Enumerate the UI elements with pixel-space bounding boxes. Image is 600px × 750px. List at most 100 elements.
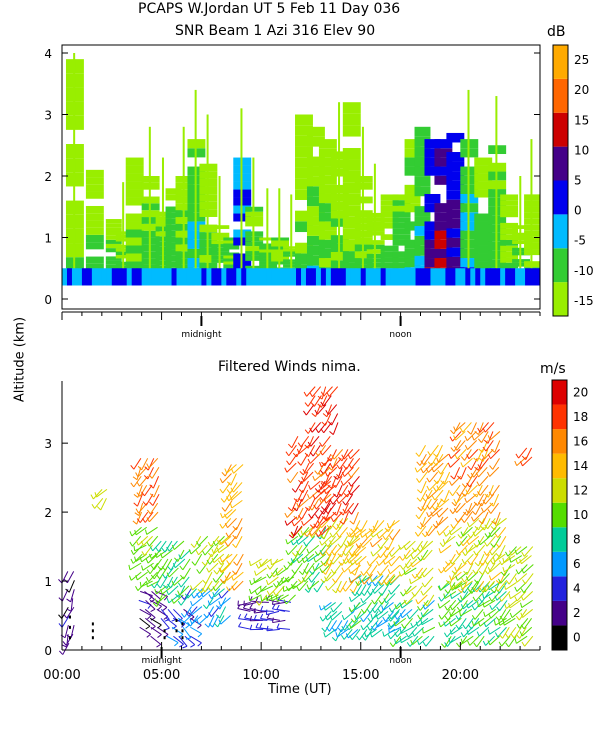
wind-barb-shaft xyxy=(220,535,232,545)
wind-barb-flag xyxy=(495,616,500,621)
snr-cell xyxy=(223,240,240,244)
wind-barb-shaft xyxy=(386,575,396,586)
snr-streak xyxy=(530,139,533,286)
wind-barb-flag xyxy=(149,484,154,489)
wind-barb-flag xyxy=(321,461,326,467)
wind-barb-shaft xyxy=(260,585,274,592)
wind-barb-shaft xyxy=(147,580,160,588)
wind-barb-flag xyxy=(388,551,392,557)
wind-barb-shaft xyxy=(318,422,327,433)
snr-surface-cell xyxy=(146,268,153,286)
wind-barb-shaft xyxy=(194,553,203,566)
wind-barb-flag xyxy=(342,559,346,564)
wind-barb-flag xyxy=(488,532,492,538)
snr-streak xyxy=(194,89,197,286)
snr-plot-frame xyxy=(61,44,541,310)
snr-cell xyxy=(474,165,493,174)
wind-barb-flag xyxy=(133,545,136,551)
wind-barb-shaft xyxy=(331,413,339,426)
wind-barb-flag xyxy=(354,560,358,566)
wind-barb-flag xyxy=(325,551,330,556)
wind-barb-shaft xyxy=(390,608,401,620)
wind-barb-flag xyxy=(489,502,494,507)
snr-cell xyxy=(446,132,465,143)
snr-cell xyxy=(404,203,421,213)
wind-barb-flag xyxy=(471,605,476,611)
snr-cell xyxy=(380,200,399,206)
wind-barb-flag xyxy=(297,461,302,466)
wind-barb-shaft xyxy=(468,535,480,546)
wind-barb-flag xyxy=(388,607,393,613)
wind-barb-flag xyxy=(332,589,337,594)
wind-barb-flag xyxy=(320,469,324,475)
wind-barb-shaft xyxy=(429,498,438,510)
wind-barb-shaft xyxy=(323,386,333,397)
wind-barb-shaft xyxy=(353,511,359,525)
wind-barb-shaft xyxy=(363,584,372,596)
snr-surface-cell xyxy=(141,268,148,286)
snr-cell xyxy=(424,148,441,158)
wind-barb-shaft xyxy=(222,482,231,494)
wind-barb-shaft xyxy=(334,571,344,584)
snr-cell xyxy=(446,199,465,210)
snr-cell xyxy=(404,166,421,176)
wind-barb-flag xyxy=(442,567,446,573)
wind-barb-flag xyxy=(475,472,480,478)
wind-barb-shaft xyxy=(70,598,74,612)
wind-barb-flag xyxy=(200,592,204,598)
snr-cell xyxy=(474,173,493,182)
snr-cell xyxy=(318,193,337,204)
snr-cell xyxy=(446,228,465,238)
wind-barb-flag xyxy=(207,586,212,592)
wind-barb-shaft xyxy=(405,549,417,560)
wind-barb-flag xyxy=(420,460,425,465)
wind-barb-shaft xyxy=(349,537,361,547)
wind-barb-flag xyxy=(213,622,219,628)
snr-surface-cell xyxy=(430,268,436,286)
wind-barb-flag xyxy=(438,568,442,574)
snr-cell xyxy=(85,205,104,214)
wind-barb-shaft xyxy=(230,473,237,486)
wind-barb-flag xyxy=(167,583,171,589)
wind-barb-shaft xyxy=(485,440,494,452)
wind-barb-shaft xyxy=(363,573,373,585)
wind-barb-flag xyxy=(293,515,298,520)
snr-cell xyxy=(500,205,519,212)
wind-barb-shaft xyxy=(428,507,439,518)
snr-time-markers: midnight noon xyxy=(181,316,412,340)
wind-barb-shaft xyxy=(369,555,379,567)
wind-barb-flag xyxy=(346,625,350,631)
snr-cell xyxy=(392,251,411,258)
wind-barb-flag xyxy=(420,590,424,596)
wind-barb-shaft xyxy=(145,617,156,627)
wind-barb-flag xyxy=(449,593,453,599)
wind-barb-flag xyxy=(232,525,237,531)
snr-cell xyxy=(165,242,182,250)
wind-barb-shaft xyxy=(303,471,314,482)
wind-barb-shaft xyxy=(498,535,507,548)
wind-barb-flag xyxy=(260,595,263,602)
wind-barb-shaft xyxy=(341,620,349,632)
wind-barb-flag xyxy=(219,568,223,573)
wind-barb-shaft xyxy=(483,590,495,599)
snr-surface-cell xyxy=(405,268,412,286)
wind-barb-shaft xyxy=(204,544,214,556)
wind-barb-flag xyxy=(300,530,304,536)
snr-cell xyxy=(500,257,519,263)
wind-barb-flag xyxy=(321,627,326,633)
snr-surface-cell xyxy=(116,268,123,286)
wind-barb-shaft xyxy=(66,571,75,584)
wind-barb-shaft xyxy=(456,440,466,451)
wind-barb-shaft xyxy=(433,462,444,473)
snr-cell xyxy=(306,216,325,226)
wind-barb-flag xyxy=(146,633,151,638)
snr-colorbar-frame xyxy=(552,44,569,317)
wind-barb-flag xyxy=(218,619,222,625)
wind-barb-flag xyxy=(470,472,475,478)
wind-barb-flag xyxy=(360,608,365,614)
wind-barb-shaft xyxy=(311,571,320,583)
winds-colorbar-label: 2 xyxy=(573,606,581,620)
wind-barb-shaft xyxy=(332,457,342,469)
wind-barb-flag xyxy=(500,571,505,577)
wind-barb-flag xyxy=(384,527,389,533)
